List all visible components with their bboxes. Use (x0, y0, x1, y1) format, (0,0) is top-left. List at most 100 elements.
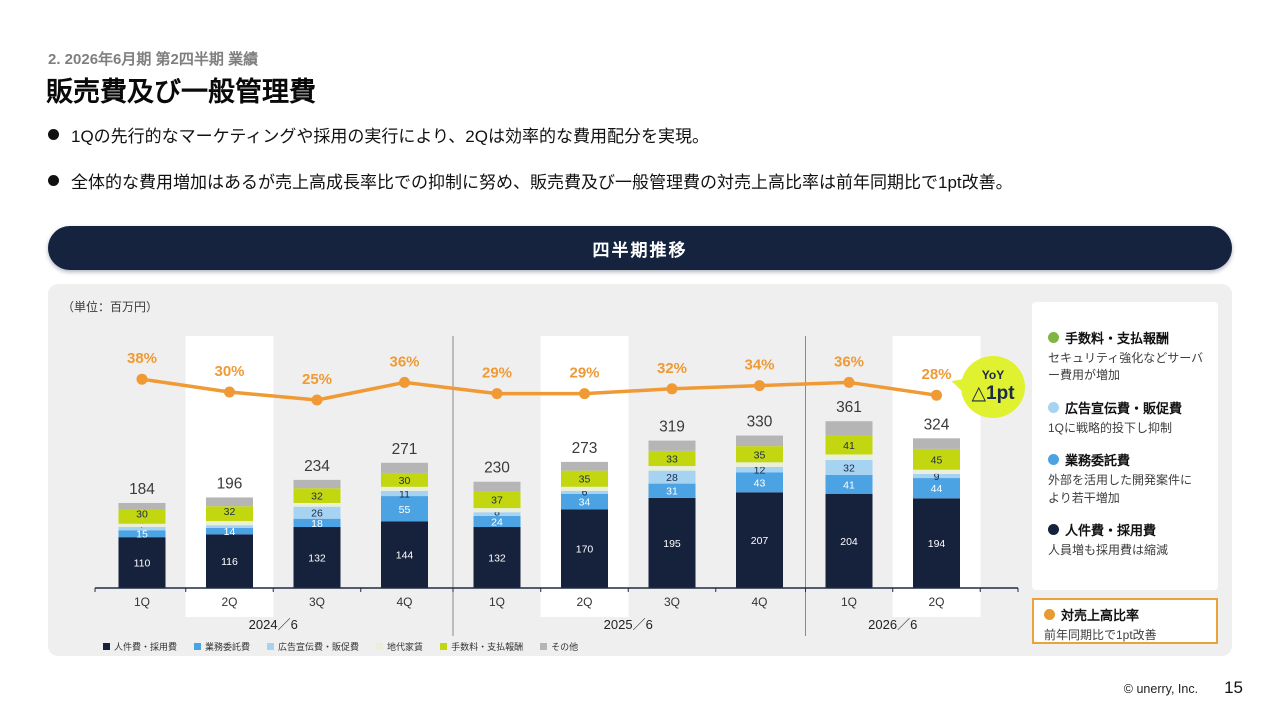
bar-segment (118, 530, 166, 538)
bar-value-label: 11 (399, 489, 410, 501)
ratio-point (311, 394, 323, 406)
bar-value-label: 6 (582, 487, 588, 499)
side-legend-title-text: 業務委託費 (1065, 453, 1131, 469)
legend-chip-icon (267, 643, 275, 650)
legend-label: 広告宣伝費・販促費 (278, 642, 360, 652)
bar-value-label: 28 (666, 472, 678, 484)
bullet-text: 1Qの先行的なマーケティングや採用の実行により、2Qは効率的な費用配分を実現。 (71, 127, 709, 146)
x-axis-label: 2Q (221, 595, 237, 609)
side-legend-desc: 人員増も採用費は縮減 (1048, 542, 1169, 557)
bar-segment (206, 534, 253, 588)
bar-value-label: 35 (754, 449, 766, 461)
bar-total-label: 324 (924, 416, 950, 433)
side-legend-item: 人件費・採用費 人員増も採用費は縮減 (1048, 520, 1204, 559)
ratio-percent-label: 34% (744, 357, 774, 374)
banner-label: 四半期推移 (592, 240, 688, 260)
bar-value-label: 8 (494, 506, 500, 518)
side-legend-item: 業務委託費外部を活用した開発案件により若干増加 (1048, 450, 1204, 507)
yoy-badge: YoY △1pt (949, 356, 1025, 418)
bar-segment (118, 527, 166, 531)
side-legend-item: 手数料・支払報酬セキュリティ強化などサーバー費用が増加 (1048, 328, 1204, 385)
bar-segment (648, 470, 696, 484)
side-legend-desc: 外部を活用した開発案件により若干増加 (1048, 473, 1193, 505)
ratio-point (754, 380, 765, 392)
bar-value-label: 132 (488, 553, 506, 565)
bar-segment (293, 527, 341, 588)
bar-segment (381, 521, 428, 588)
bar-segment (825, 460, 873, 475)
bar-segment (473, 508, 521, 513)
ratio-point (666, 383, 678, 395)
bar-segment (206, 506, 253, 522)
bar-value-label: 26 (311, 508, 323, 520)
bar-total-label: 184 (129, 481, 155, 498)
side-legend-title-text: 手数料・支払報酬 (1065, 331, 1170, 346)
bar-segment (561, 486, 608, 491)
bar-total-label: 234 (304, 458, 330, 475)
bar-total-label: 230 (484, 460, 510, 477)
bar-segment (473, 515, 521, 528)
legend-item: 地代家賃 (376, 640, 423, 653)
chart-section-banner: 四半期推移 (48, 226, 1232, 270)
page-number: 15 (1224, 678, 1243, 697)
bullet-list: 1Qの先行的なマーケティングや採用の実行により、2Qは効率的な費用配分を実現。 … (48, 122, 1013, 214)
x-axis-label: 3Q (664, 595, 680, 609)
bar-value-label: 144 (396, 550, 414, 562)
side-legend-title: 業務委託費 (1048, 450, 1204, 469)
bullet-item: 全体的な費用増加はあるが売上高成長率比での抑制に努め、販売費及び一般管理費の対売… (48, 168, 1013, 193)
bar-segment (736, 472, 783, 493)
bar-segment (381, 496, 428, 522)
ratio-point (491, 388, 503, 400)
bar-segment (118, 502, 166, 510)
ratio-percent-label: 29% (482, 365, 512, 382)
bar-segment (561, 490, 608, 494)
bar-segment (118, 537, 166, 588)
legend-item: その他 (540, 640, 578, 653)
bar-value-label: 12 (754, 465, 766, 477)
bar-segment (381, 472, 428, 487)
bar-value-label: 41 (843, 440, 855, 452)
bar-segment (825, 421, 873, 436)
chart-card: （単位：百万円） 1101573018411614632196132182632… (48, 284, 1232, 656)
bar-total-label: 271 (392, 441, 418, 458)
legend-chip-icon (376, 643, 384, 650)
bar-value-label: 41 (843, 479, 855, 491)
bar-segment (825, 474, 873, 494)
bar-segment (825, 454, 873, 461)
bar-segment (118, 509, 166, 524)
x-axis-label: 4Q (751, 595, 767, 609)
legend-item: 業務委託費 (194, 640, 250, 653)
yoy-badge-tail-icon (949, 374, 969, 394)
bar-segment (736, 446, 783, 463)
side-legend-desc: セキュリティ強化などサーバー費用が増加 (1048, 351, 1204, 383)
bar-segment (913, 498, 960, 588)
ratio-percent-label: 38% (127, 350, 157, 367)
bar-value-label: 32 (224, 506, 236, 518)
bar-value-label: 132 (308, 553, 326, 565)
bar-segment (381, 490, 428, 497)
bullet-icon (48, 175, 59, 186)
side-legend-title: 人件費・採用費 (1048, 520, 1204, 539)
bar-segment (206, 527, 253, 535)
bar-value-label: 195 (663, 538, 681, 550)
yoy-badge-label: YoY (981, 368, 1005, 383)
x-axis-label: 1Q (841, 595, 857, 609)
bar-segment (381, 486, 428, 491)
orange-dot-icon (1044, 609, 1055, 620)
bar-segment (736, 462, 783, 467)
ratio-legend-desc: 前年同期比で1pt改善 (1044, 628, 1157, 642)
bar-total-label: 273 (572, 440, 598, 457)
bar-segment (206, 521, 253, 526)
x-axis-label: 3Q (309, 595, 325, 609)
side-legend-title-text: 人件費・採用費 (1065, 522, 1157, 538)
legend-label: 地代家賃 (387, 642, 424, 652)
legend-chip-icon (440, 643, 448, 650)
bar-value-label: 55 (399, 504, 411, 516)
unit-label: （単位：百万円） (62, 300, 159, 314)
ratio-percent-label: 28% (921, 366, 951, 383)
bar-segment (913, 473, 960, 479)
bar-value-label: 110 (134, 558, 151, 570)
bar-value-label: 32 (843, 462, 855, 474)
ratio-percent-label: 25% (302, 371, 332, 388)
